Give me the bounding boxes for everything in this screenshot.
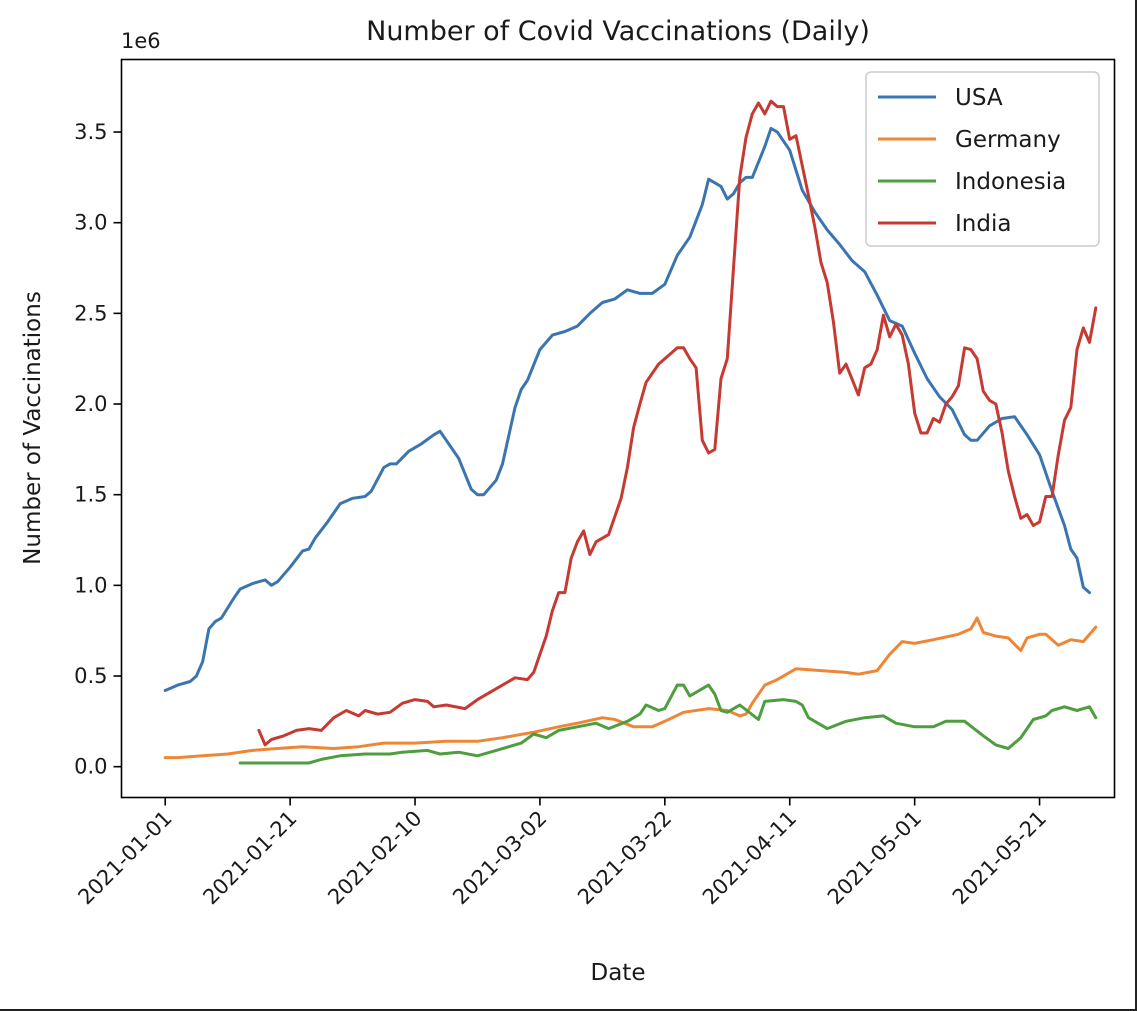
y-tick-label: 3.0 bbox=[74, 211, 107, 235]
y-axis-offset-label: 1e6 bbox=[121, 29, 161, 53]
legend-label-indonesia: Indonesia bbox=[955, 169, 1066, 195]
plot-lines bbox=[163, 99, 1098, 765]
y-axis-title: Number of Vaccinations bbox=[20, 291, 46, 565]
series-line-indonesia bbox=[238, 683, 1098, 765]
x-tick-label: 2021-05-01 bbox=[823, 806, 926, 909]
x-tick-label: 2021-01-01 bbox=[73, 806, 176, 909]
legend-label-usa: USA bbox=[955, 85, 1003, 111]
series-line-india bbox=[257, 99, 1098, 747]
x-tick-label: 2021-02-10 bbox=[323, 806, 426, 909]
x-tick-label: 2021-03-22 bbox=[573, 806, 676, 909]
x-axis: 2021-01-01 2021-01-21 2021-02-10 2021-03-02… bbox=[73, 797, 1051, 909]
chart-title: Number of Covid Vaccinations (Daily) bbox=[366, 16, 870, 47]
legend-box bbox=[865, 71, 1100, 247]
x-tick-label: 2021-01-21 bbox=[198, 806, 301, 909]
y-axis: 0.0 0.5 1.0 1.5 2.0 2.5 3.0 3.5 bbox=[74, 120, 122, 779]
y-tick-label: 1.5 bbox=[74, 483, 107, 507]
plot-area-border bbox=[120, 58, 1116, 799]
y-tick-label: 2.0 bbox=[74, 392, 107, 416]
series-line-usa bbox=[163, 126, 1091, 692]
legend-label-india: India bbox=[955, 211, 1011, 237]
legend: USA Germany Indonesia India bbox=[865, 71, 1100, 247]
series-line-germany bbox=[163, 616, 1098, 760]
y-tick-label: 2.5 bbox=[74, 301, 107, 325]
x-tick-label: 2021-04-11 bbox=[698, 806, 801, 909]
y-tick-label: 1.0 bbox=[74, 573, 107, 597]
x-axis-title: Date bbox=[591, 960, 646, 986]
x-tick-label: 2021-03-02 bbox=[448, 806, 551, 909]
y-tick-label: 3.5 bbox=[74, 120, 107, 144]
y-tick-label: 0.0 bbox=[74, 755, 107, 779]
y-tick-label: 0.5 bbox=[74, 664, 107, 688]
x-tick-label: 2021-05-21 bbox=[948, 806, 1051, 909]
legend-label-germany: Germany bbox=[955, 127, 1061, 153]
